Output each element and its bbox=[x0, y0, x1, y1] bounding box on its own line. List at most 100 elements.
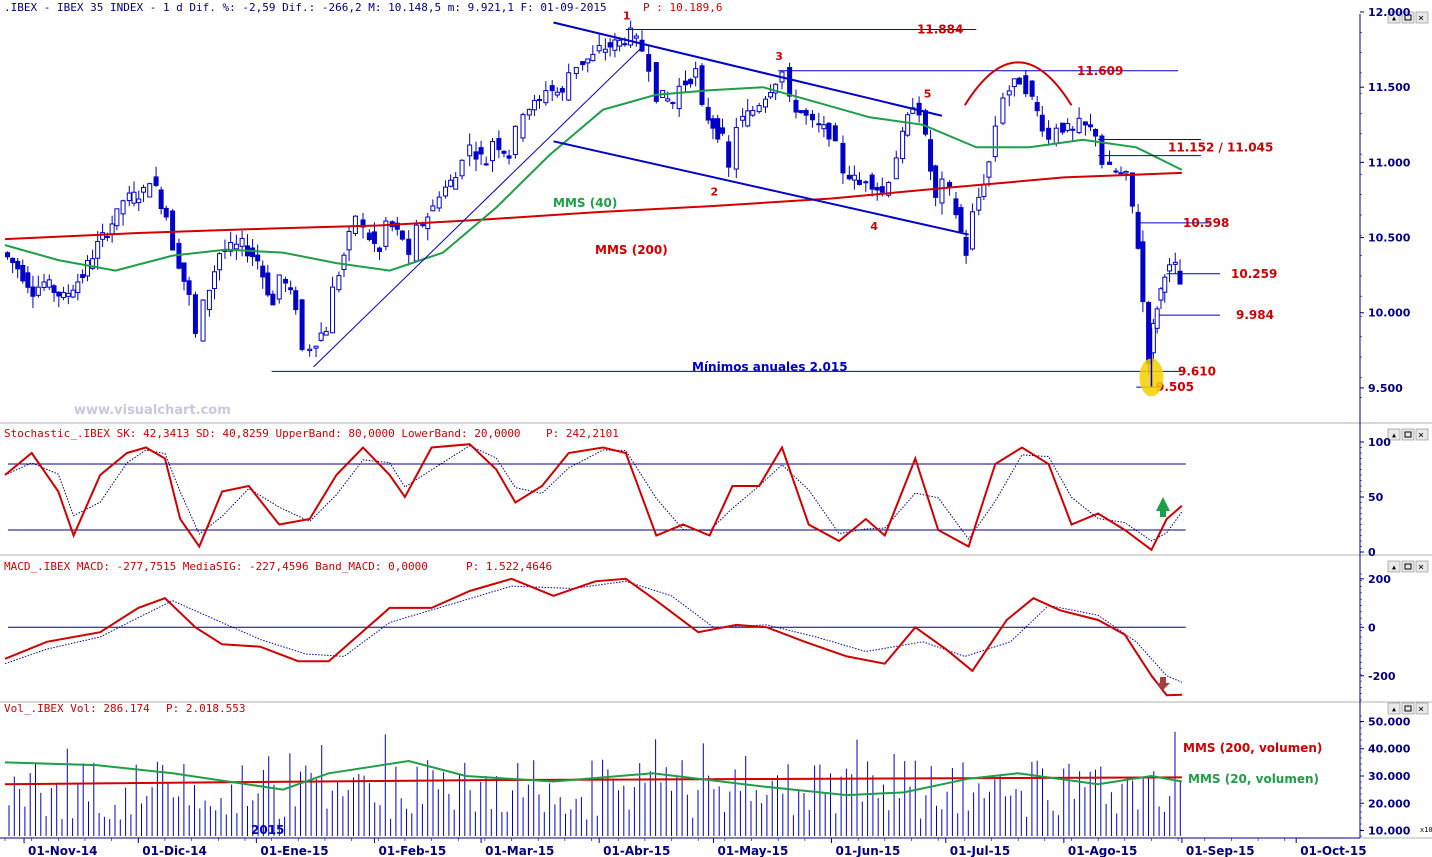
candle-body bbox=[633, 35, 639, 39]
close-button[interactable]: × bbox=[1415, 428, 1429, 441]
candle-body bbox=[1118, 172, 1124, 175]
minimize-icon: ▴ bbox=[1391, 704, 1397, 715]
date-tick-label: 01-Jun-15 bbox=[836, 844, 901, 857]
candle-body bbox=[75, 281, 81, 294]
candle-body bbox=[622, 43, 628, 46]
candle-body bbox=[803, 109, 809, 116]
candle-body bbox=[922, 110, 928, 135]
macd-line bbox=[4, 577, 1182, 697]
volume-header-value: P: 2.018.553 bbox=[166, 702, 245, 715]
candle-body bbox=[683, 80, 689, 86]
candle-body bbox=[10, 257, 16, 264]
price-tick-label: 11.000 bbox=[1368, 156, 1411, 169]
candle-body bbox=[1140, 241, 1146, 303]
candle-body bbox=[80, 274, 86, 279]
candle-body bbox=[360, 219, 366, 228]
candle-body bbox=[341, 254, 347, 270]
candle-body bbox=[1046, 127, 1052, 140]
candle-body bbox=[688, 78, 694, 85]
candle-body bbox=[453, 177, 459, 190]
candle-body bbox=[35, 286, 41, 296]
candle-body bbox=[846, 174, 852, 180]
price-tick-label: 12.000 bbox=[1368, 6, 1411, 19]
minimize-button[interactable]: ▴ bbox=[1387, 560, 1401, 573]
candle-body bbox=[933, 165, 939, 198]
close-button[interactable]: × bbox=[1415, 11, 1429, 24]
candle-body bbox=[496, 138, 502, 151]
volume-mms200-line bbox=[4, 776, 1182, 786]
candle-body bbox=[448, 179, 454, 187]
candle-body bbox=[46, 279, 52, 288]
stochastic-header: Stochastic_.IBEX SK: 42,3413 SD: 40,8259… bbox=[4, 427, 521, 440]
candle-body bbox=[756, 105, 762, 113]
maximize-button[interactable] bbox=[1401, 560, 1415, 573]
candle-body bbox=[1076, 117, 1082, 134]
minimize-button[interactable]: ▴ bbox=[1387, 428, 1401, 441]
close-button[interactable]: × bbox=[1415, 702, 1429, 715]
candle-body bbox=[705, 106, 711, 121]
candle-body bbox=[863, 181, 869, 184]
candle-body bbox=[1162, 276, 1168, 293]
price-tick-label: 10.500 bbox=[1368, 232, 1411, 245]
date-tick-label: 01-Jul-15 bbox=[950, 844, 1010, 857]
candle-body bbox=[740, 115, 746, 121]
candle-body bbox=[15, 260, 21, 270]
watermark: www.visualchart.com bbox=[74, 403, 231, 418]
date-tick-label: 01-Sep-15 bbox=[1186, 844, 1255, 857]
candle-body bbox=[617, 39, 623, 47]
candle-body bbox=[30, 286, 36, 297]
candle-body bbox=[628, 27, 634, 46]
candle-body bbox=[299, 299, 305, 350]
candle-body bbox=[1011, 78, 1017, 88]
price-tick-label: 9.500 bbox=[1368, 382, 1403, 395]
candle-body bbox=[90, 258, 96, 269]
level-label: 9.610 bbox=[1178, 364, 1216, 378]
level-label: 10.598 bbox=[1183, 216, 1229, 230]
maximize-button[interactable] bbox=[1401, 702, 1415, 715]
axes: 12.00011.50011.00010.50010.0009.50010050… bbox=[0, 6, 1411, 857]
candle-body bbox=[153, 176, 159, 186]
candle-body bbox=[65, 292, 71, 297]
candle-body bbox=[958, 207, 964, 233]
candle-body bbox=[323, 331, 329, 336]
candle-body bbox=[366, 232, 372, 241]
candle-body bbox=[283, 278, 289, 284]
maximize-button[interactable] bbox=[1401, 428, 1415, 441]
candle-body bbox=[1158, 288, 1164, 301]
date-tick-label: 01-Abr-15 bbox=[603, 844, 670, 857]
minimize-button[interactable]: ▴ bbox=[1387, 702, 1401, 715]
candle-body bbox=[70, 289, 76, 298]
candle-body bbox=[506, 155, 512, 159]
candle-body bbox=[512, 125, 518, 155]
wave-label: 4 bbox=[870, 220, 878, 233]
candle-body bbox=[719, 127, 725, 134]
volume-window-buttons: ▴ × bbox=[1387, 702, 1429, 715]
macd-panel bbox=[4, 577, 1186, 697]
candle-body bbox=[217, 253, 223, 271]
stochastic-window-buttons: ▴ × bbox=[1387, 428, 1429, 441]
arrow-down-icon bbox=[1156, 677, 1170, 690]
candle-body bbox=[131, 191, 137, 204]
volume-tick-label: 50.000 bbox=[1368, 715, 1411, 728]
candle-body bbox=[56, 291, 62, 297]
candle-body bbox=[710, 118, 716, 129]
stochastic-panel bbox=[4, 443, 1186, 552]
candle-body bbox=[893, 157, 899, 180]
stochastic-sd-line bbox=[4, 445, 1183, 542]
candle-body bbox=[526, 109, 532, 116]
candle-body bbox=[443, 186, 449, 197]
minimize-button[interactable]: ▴ bbox=[1387, 11, 1401, 24]
candle-body bbox=[969, 211, 975, 250]
price-tick-label: 11.500 bbox=[1368, 81, 1411, 94]
candle-body bbox=[371, 231, 377, 244]
close-button[interactable]: × bbox=[1415, 560, 1429, 573]
maximize-button[interactable] bbox=[1401, 11, 1415, 24]
candle-body bbox=[346, 230, 352, 251]
candle-body bbox=[559, 87, 565, 93]
wave-label: 1 bbox=[623, 10, 631, 23]
candle-body bbox=[114, 208, 120, 227]
candle-body bbox=[745, 110, 751, 127]
candle-body bbox=[585, 58, 591, 64]
candle-body bbox=[520, 114, 526, 139]
level-label: 9.505 bbox=[1156, 380, 1194, 394]
